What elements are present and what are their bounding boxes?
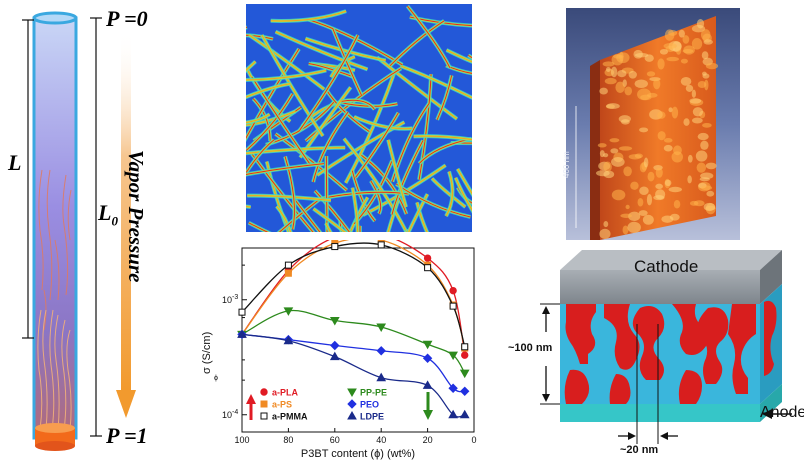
legend-label: a-PS <box>272 400 292 410</box>
tomography-image <box>566 8 740 240</box>
series-line <box>242 240 465 348</box>
label-L0-sub: 0 <box>111 213 118 228</box>
device-panel: Cathode Anode ~100 nm ~20 nm <box>500 244 804 464</box>
label-P1: P =1 <box>106 423 148 449</box>
legend-label: LDPE <box>360 412 384 422</box>
data-point <box>450 287 456 293</box>
vapor-pressure-label: Vapor Pressure <box>123 150 148 282</box>
series-a-ps <box>239 240 468 351</box>
anode-layer <box>560 404 760 422</box>
chart-svg: 100 80 60 40 20 0 10-3 10-4 P3BT content (ϕ) (wt… <box>194 240 484 464</box>
series-a-pmma <box>239 242 468 350</box>
x-tick-label: 0 <box>471 435 476 445</box>
vapor-arrow-head <box>116 390 136 418</box>
legend-marker <box>348 389 356 396</box>
series-line <box>242 334 465 391</box>
legend-label: PP-PE <box>360 388 387 398</box>
x-tick-label: 20 <box>423 435 433 445</box>
data-point <box>239 309 245 315</box>
series-line <box>242 243 465 347</box>
y-axis-label-sub: ϕ <box>214 375 218 382</box>
fibril-map-panel <box>246 4 472 232</box>
legend-label: a-PMMA <box>272 412 308 422</box>
label-L0: L0 <box>98 200 118 229</box>
x-tick-label: 100 <box>234 435 249 445</box>
data-point <box>450 303 456 309</box>
x-axis-label: P3BT content (ϕ) (wt%) <box>301 448 415 460</box>
data-point <box>425 265 431 271</box>
data-point <box>462 344 468 350</box>
data-point <box>424 354 432 362</box>
anode-label: Anode <box>760 404 804 422</box>
legend-marker <box>261 389 267 395</box>
cathode-label: Cathode <box>634 257 698 277</box>
legend-marker <box>261 413 267 419</box>
data-point <box>332 244 338 250</box>
data-point <box>461 411 469 418</box>
series-a-pla <box>239 240 468 358</box>
x-tick-label: 60 <box>330 435 340 445</box>
data-point <box>285 262 291 268</box>
tube-panel: L L0 P =0 P =1 Vapor Pressure <box>0 0 200 464</box>
data-point <box>331 342 339 350</box>
data-point <box>424 255 430 261</box>
label-L0-main: L <box>98 200 111 225</box>
fibril-map-image <box>246 4 472 232</box>
width-label: ~20 nm <box>620 444 658 456</box>
scale-bar-label: 400 nm <box>562 151 571 178</box>
tomography-panel: 400 nm <box>566 8 740 240</box>
data-point <box>461 370 469 377</box>
data-point <box>285 270 291 276</box>
legend-marker <box>348 400 356 408</box>
data-point <box>378 242 384 248</box>
conductivity-chart: 100 80 60 40 20 0 10-3 10-4 P3BT content (ϕ) (wt… <box>194 240 484 464</box>
label-L: L <box>8 150 21 176</box>
data-point <box>461 387 469 395</box>
tube-illustration <box>0 0 200 464</box>
y-axis-label: σ (S/cm) <box>201 332 213 374</box>
data-point <box>377 347 385 355</box>
data-point <box>462 352 468 358</box>
device-illustration <box>500 244 804 464</box>
chart-legend: a-PLA a-PS a-PMMA PP-PE PEO LDPE <box>246 388 433 422</box>
x-tick-label: 40 <box>376 435 386 445</box>
series-pp-pe <box>238 308 469 377</box>
legend-label: a-PLA <box>272 388 299 398</box>
legend-marker <box>261 401 267 407</box>
thickness-label: ~100 nm <box>508 342 552 354</box>
y-tick-label: 10-3 <box>222 294 238 305</box>
x-tick-label: 80 <box>283 435 293 445</box>
series-peo <box>238 330 469 395</box>
y-tick-label: 10-4 <box>222 409 238 420</box>
legend-marker <box>348 412 356 419</box>
legend-label: PEO <box>360 400 379 410</box>
label-P0: P =0 <box>106 6 148 32</box>
